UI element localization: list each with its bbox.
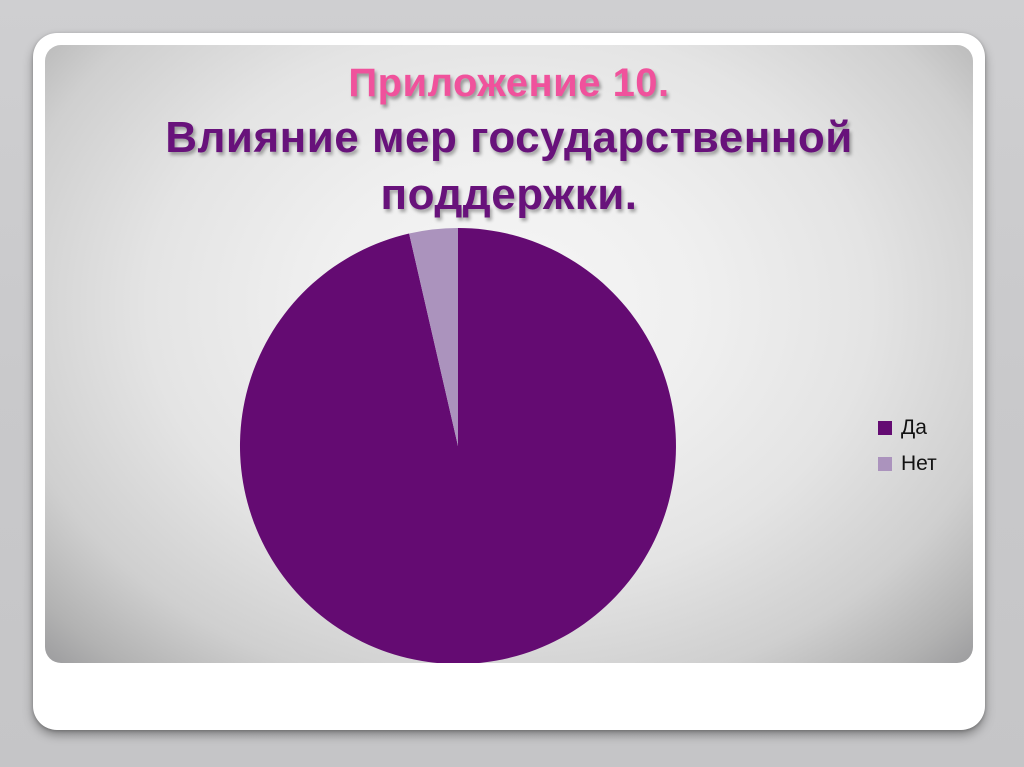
legend-swatch-yes — [878, 420, 892, 435]
slide-frame: Приложение 10. Влияние мер государственн… — [33, 33, 985, 730]
pie-slice-Нет — [409, 228, 458, 446]
title-line-3: поддержки. — [380, 170, 638, 220]
slide-title: Приложение 10. Влияние мер государственн… — [45, 57, 973, 223]
legend-item-no: Нет — [878, 453, 937, 474]
legend-swatch-no — [878, 456, 892, 471]
title-line-1: Приложение 10. — [348, 61, 670, 105]
legend-label-yes: Да — [901, 416, 927, 439]
legend-item-yes: Да — [878, 417, 937, 438]
pie-chart — [239, 228, 676, 663]
slide-content: Приложение 10. Влияние мер государственн… — [45, 45, 973, 663]
title-line-2: Влияние мер государственной — [165, 113, 853, 162]
pie-slice-Да — [239, 228, 676, 663]
chart-legend: Да Нет — [878, 417, 937, 474]
legend-label-no: Нет — [901, 452, 937, 475]
